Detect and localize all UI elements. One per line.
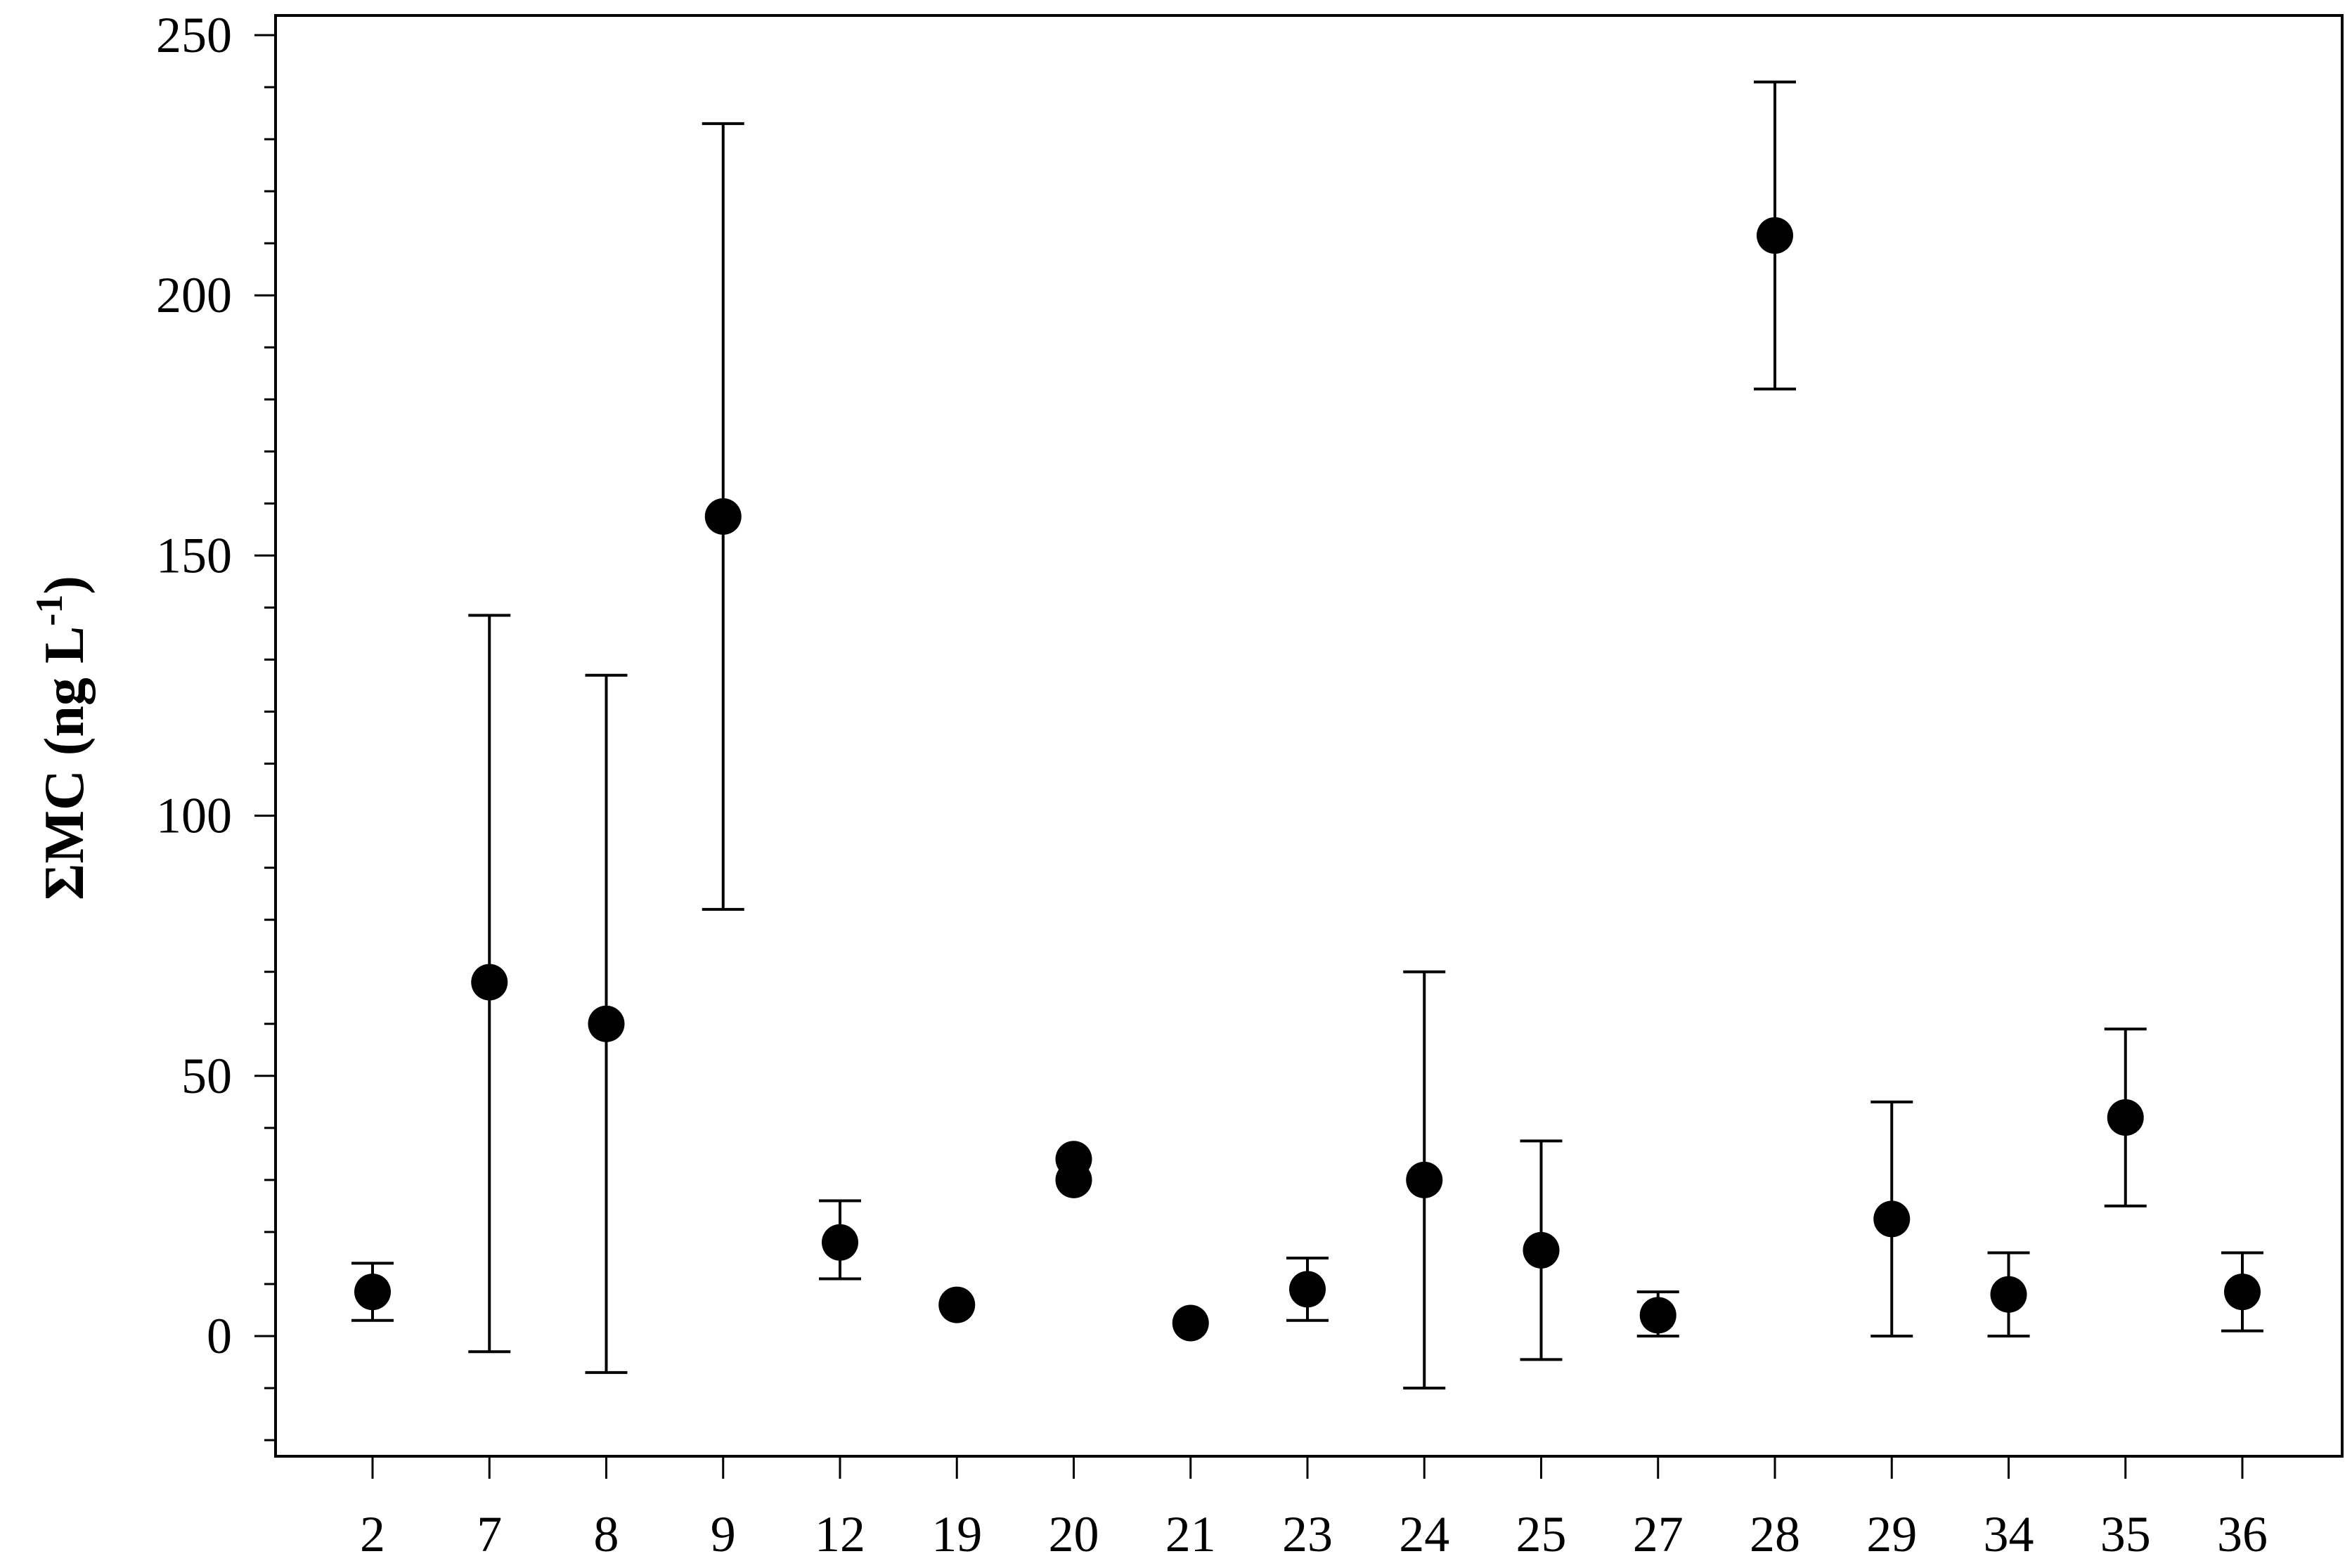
x-tick-label: 35 [2100,1506,2151,1562]
data-point [1757,217,1793,254]
y-axis-title: ΣMC (ng L-1) [28,576,96,900]
x-tick-label: 9 [711,1506,736,1562]
data-point [938,1286,976,1323]
x-tick-label: 24 [1399,1506,1449,1562]
data-point [1406,1161,1443,1198]
x-axis: 2 7 8 9 12 19 20 21 23 24 25 27 28 29 34 35 36 [360,1456,2268,1562]
data-point [471,964,508,1001]
error-bars [351,80,2263,1390]
y-axis-title-main: ΣMC (ng L [34,626,96,900]
data-point [1055,1161,1092,1198]
x-tick-label: 36 [2217,1506,2268,1562]
data-point [1289,1271,1326,1308]
data-point [1523,1231,1560,1269]
data-point [704,498,742,535]
data-point [2224,1274,2261,1311]
x-tick-label: 7 [477,1506,502,1562]
x-tick-label: 27 [1633,1506,1684,1562]
data-point [822,1224,858,1261]
x-tick-label: 28 [1750,1506,1800,1562]
data-point [1990,1276,2027,1313]
y-tick-label: 250 [156,7,232,63]
x-tick-label: 25 [1516,1506,1567,1562]
y-axis-title-close: ) [34,576,96,595]
y-tick-label: 150 [156,527,232,583]
data-point [1172,1304,1209,1342]
y-tick-label: 0 [207,1308,232,1364]
data-point [1639,1297,1676,1334]
x-tick-label: 34 [1984,1506,2034,1562]
data-point [2107,1099,2144,1136]
y-tick-label: 50 [181,1048,232,1104]
x-tick-label: 21 [1165,1506,1216,1562]
x-tick-label: 29 [1866,1506,1917,1562]
x-tick-label: 12 [815,1506,865,1562]
x-tick-label: 8 [594,1506,619,1562]
y-axis: 0 50 100 150 200 250 [156,7,276,1441]
data-points [354,217,2261,1342]
x-tick-label: 23 [1282,1506,1333,1562]
x-tick-label: 2 [360,1506,385,1562]
data-point [1873,1200,1911,1238]
y-axis-title-superscript: -1 [28,595,70,626]
x-tick-label: 20 [1049,1506,1099,1562]
y-tick-label: 100 [156,788,232,844]
data-point [588,1005,625,1042]
x-tick-label: 19 [931,1506,982,1562]
data-point [354,1274,391,1311]
y-tick-label: 200 [156,267,232,323]
plot-frame [274,14,2344,1458]
